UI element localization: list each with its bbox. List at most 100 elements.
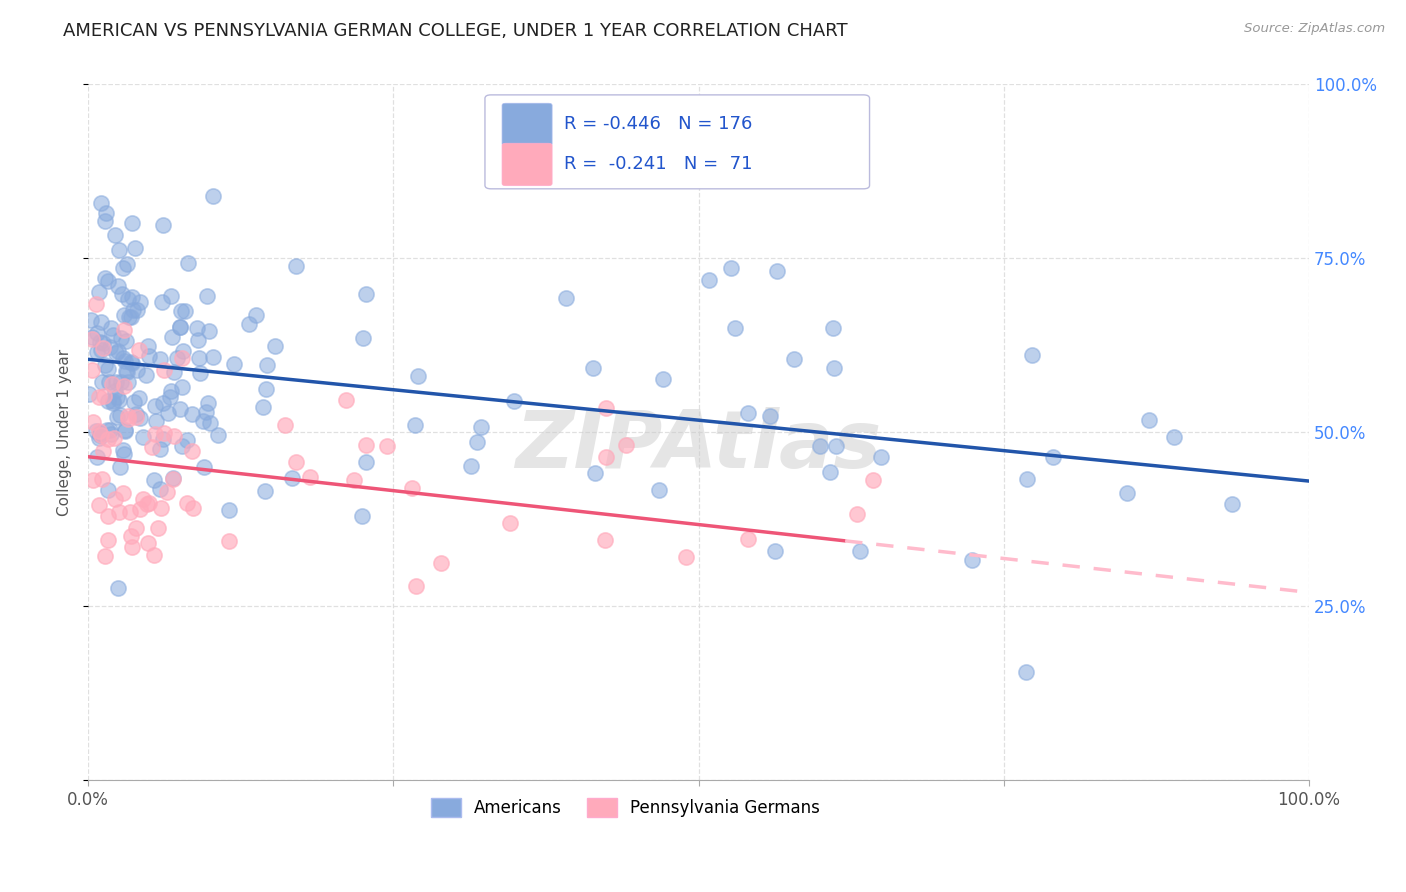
Point (697, 273, 720, 287)
Point (86, 425, 108, 439)
Point (430, 556, 453, 570)
Point (823, 360, 845, 375)
Point (89, 428, 111, 442)
FancyBboxPatch shape (485, 95, 869, 189)
Point (404, 418, 426, 433)
Point (114, 354, 136, 368)
Point (160, 289, 183, 303)
Point (89, 334, 111, 349)
Point (166, 351, 188, 366)
Point (136, 339, 159, 353)
Point (162, 472, 184, 486)
Point (582, 361, 605, 376)
Point (765, 264, 787, 278)
Point (169, 401, 191, 416)
Point (145, 414, 167, 428)
Point (401, 481, 423, 495)
Point (153, 363, 176, 377)
Point (252, 401, 274, 415)
Point (111, 261, 134, 276)
Point (720, 260, 742, 275)
Point (120, 505, 142, 519)
Point (152, 425, 174, 440)
Point (1021, 348, 1043, 362)
Point (821, 321, 844, 335)
Point (105, 410, 128, 425)
Point (104, 227, 127, 242)
Point (82, 473, 104, 487)
Point (1042, 450, 1064, 465)
Point (121, 355, 143, 369)
FancyBboxPatch shape (502, 144, 553, 186)
Point (188, 351, 211, 366)
Point (238, 317, 260, 331)
Point (181, 501, 204, 516)
Point (1137, 413, 1160, 427)
Point (149, 352, 172, 367)
Point (87, 285, 110, 300)
Point (284, 259, 307, 273)
Point (97, 432, 120, 446)
Point (818, 465, 841, 479)
Point (80, 313, 103, 327)
Point (143, 399, 166, 413)
Point (162, 429, 184, 443)
Point (96, 423, 118, 437)
Point (125, 521, 148, 535)
Point (125, 407, 148, 421)
Point (135, 368, 157, 382)
Point (90, 195, 112, 210)
Point (82, 416, 104, 430)
Point (176, 496, 198, 510)
Point (94, 270, 117, 285)
Point (89, 431, 111, 445)
Point (94, 358, 117, 372)
Point (124, 241, 146, 255)
Point (121, 216, 143, 230)
Point (737, 406, 759, 420)
Point (128, 343, 150, 357)
FancyBboxPatch shape (502, 103, 553, 145)
Point (104, 345, 127, 359)
Point (117, 411, 139, 425)
Point (350, 508, 373, 523)
Point (97, 508, 120, 523)
Point (138, 349, 160, 363)
Point (150, 295, 173, 310)
Point (105, 390, 128, 404)
Point (107, 581, 129, 595)
Point (117, 409, 139, 424)
Point (1115, 486, 1137, 500)
Point (142, 548, 165, 562)
Point (197, 396, 219, 410)
Point (97, 393, 120, 408)
Point (128, 391, 150, 405)
Point (201, 188, 224, 202)
Point (101, 376, 124, 391)
Point (107, 343, 129, 358)
Point (470, 419, 492, 434)
Point (104, 384, 127, 398)
Point (256, 359, 278, 373)
Point (152, 432, 174, 446)
Point (375, 439, 398, 453)
Point (583, 466, 606, 480)
Point (80, 329, 103, 343)
Point (120, 310, 142, 325)
Point (354, 286, 377, 301)
Point (218, 503, 240, 517)
Point (593, 533, 616, 548)
Point (91, 444, 114, 458)
Point (245, 308, 267, 322)
Point (156, 405, 179, 419)
Point (114, 334, 136, 348)
Point (122, 303, 145, 318)
Point (783, 351, 806, 366)
Point (1015, 471, 1038, 485)
Point (86, 297, 108, 311)
Point (108, 392, 131, 407)
Point (136, 497, 159, 511)
Y-axis label: College, Under 1 year: College, Under 1 year (58, 349, 72, 516)
Point (90, 472, 112, 486)
Point (465, 435, 488, 450)
